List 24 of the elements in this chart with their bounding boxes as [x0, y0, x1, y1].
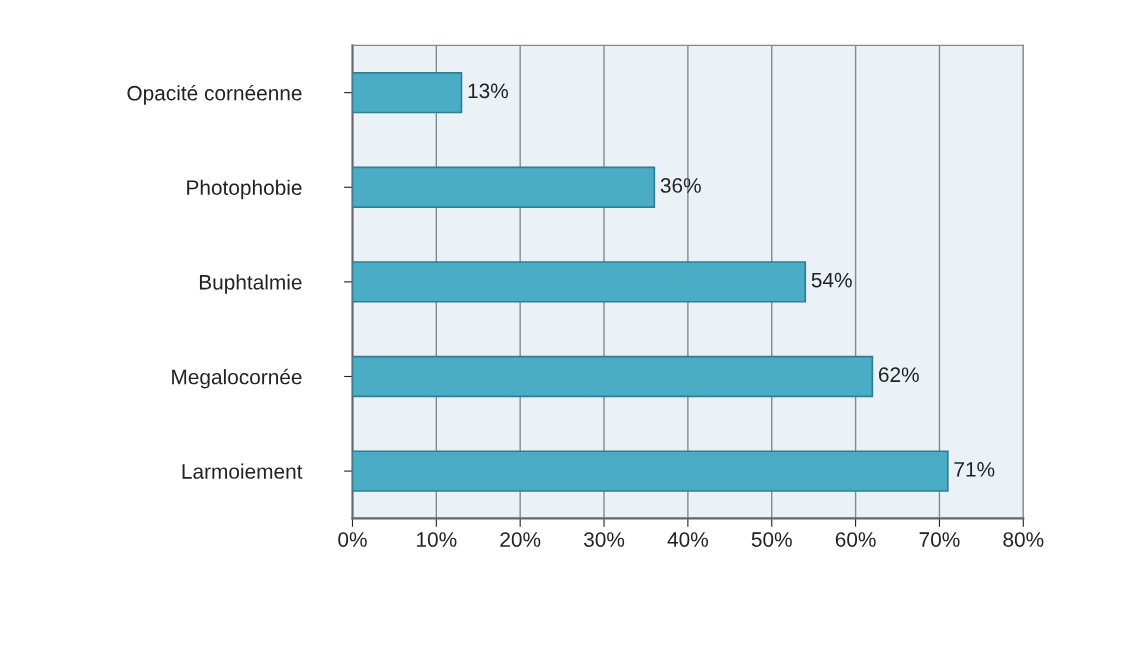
x-tick-label: 10%	[417, 532, 457, 547]
y-tick-label: Megalocornée	[172, 368, 302, 389]
data-label: 36%	[660, 178, 701, 193]
bar	[352, 166, 656, 208]
y-tick-label: Buphtalmie	[199, 274, 302, 294]
y-tick-label: Opacité cornéenne	[127, 84, 302, 105]
x-tick-label: 60%	[835, 532, 876, 547]
y-tick-label: Larmoiement	[182, 463, 303, 479]
data-label: 71%	[954, 462, 995, 477]
bar	[352, 71, 463, 114]
bar	[352, 261, 807, 303]
x-tick-label: 20%	[500, 532, 541, 547]
data-label: 13%	[468, 83, 508, 99]
x-tick-label: 40%	[667, 532, 708, 547]
x-tick-label: 0%	[338, 532, 367, 547]
x-tick-label: 70%	[919, 532, 960, 547]
x-tick-label: 50%	[751, 532, 792, 547]
y-tick-label: Photophobie	[187, 179, 302, 200]
data-label: 62%	[878, 367, 919, 383]
x-tick-label: 30%	[583, 532, 625, 547]
bar	[352, 450, 949, 492]
x-tick-label: 80%	[1003, 532, 1044, 547]
data-label: 54%	[811, 272, 852, 288]
bar	[352, 355, 874, 398]
